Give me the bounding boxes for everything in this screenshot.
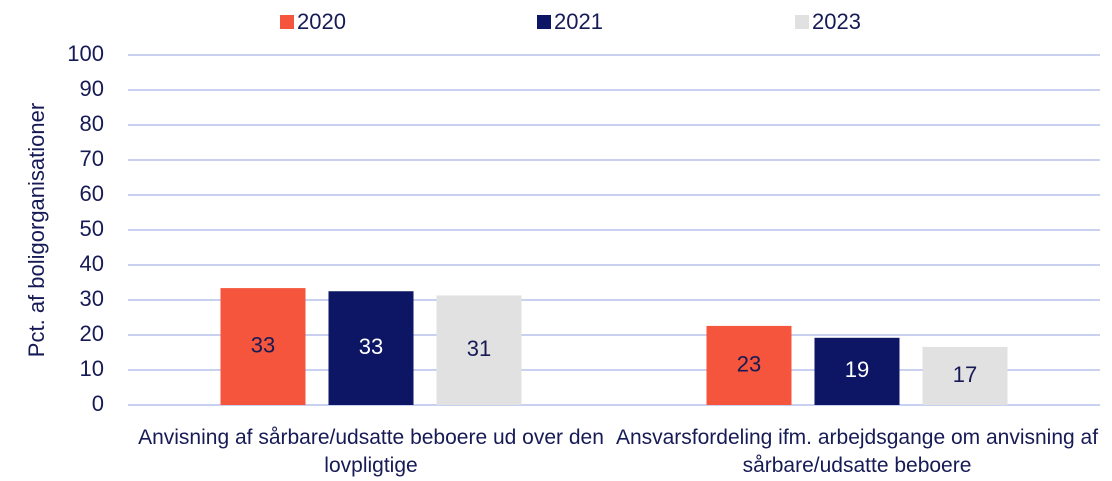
bar xyxy=(436,295,522,405)
y-tick-label: 10 xyxy=(80,356,104,381)
y-tick-label: 20 xyxy=(80,321,104,346)
data-label: 17 xyxy=(953,362,977,387)
bar xyxy=(922,346,1008,405)
y-tick-label: 50 xyxy=(80,216,104,241)
legend-swatch xyxy=(795,15,809,29)
legend-swatch xyxy=(537,15,551,29)
data-label: 23 xyxy=(737,351,761,376)
data-label: 19 xyxy=(845,357,869,382)
legend-swatch xyxy=(280,15,294,29)
data-label: 33 xyxy=(359,334,383,359)
x-tick-label: Ansvarsfordeling ifm. arbejdsgange om an… xyxy=(615,426,1099,477)
bar xyxy=(706,325,792,405)
y-axis-title: Pct. af boligorganisationer xyxy=(24,103,49,357)
y-tick-label: 40 xyxy=(80,251,104,276)
data-label: 33 xyxy=(251,332,275,357)
y-tick-label: 90 xyxy=(80,76,104,101)
y-tick-label: 70 xyxy=(80,146,104,171)
legend-label: 2021 xyxy=(554,9,603,34)
data-label: 31 xyxy=(467,336,491,361)
y-tick-label: 0 xyxy=(92,391,104,416)
legend-label: 2023 xyxy=(812,9,861,34)
y-tick-label: 60 xyxy=(80,181,104,206)
bar xyxy=(814,337,900,405)
bar xyxy=(328,291,414,405)
y-tick-label: 100 xyxy=(67,41,104,66)
legend-label: 2020 xyxy=(297,9,346,34)
y-tick-label: 80 xyxy=(80,111,104,136)
bar xyxy=(220,288,306,405)
x-tick-label: Anvisning af sårbare/udsatte beboere ud … xyxy=(138,426,604,477)
y-tick-label: 30 xyxy=(80,286,104,311)
